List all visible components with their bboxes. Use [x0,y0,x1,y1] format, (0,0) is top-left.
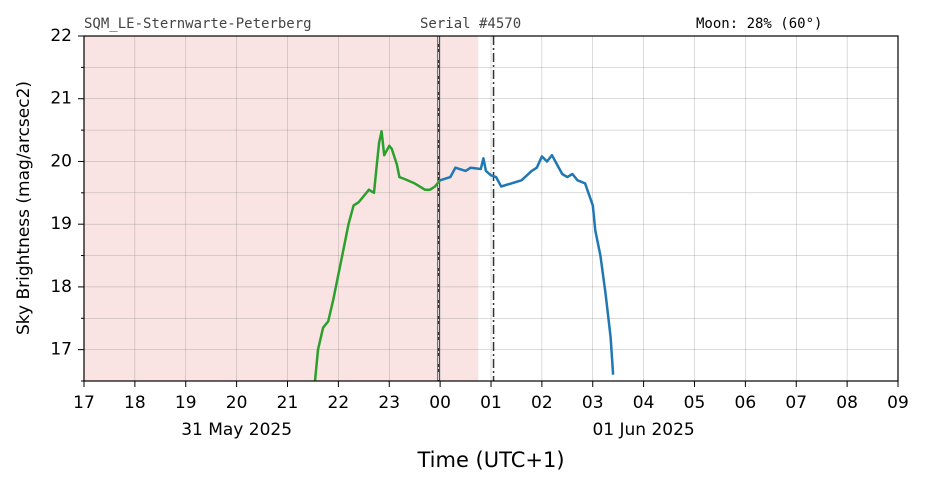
x-tick-label: 08 [836,393,858,413]
x-tick-label: 21 [277,393,299,413]
x-tick-label: 01 [480,393,502,413]
y-tick-label: 17 [50,340,72,360]
x-tick-label: 09 [887,393,909,413]
x-tick-label: 17 [73,393,95,413]
series-line [313,130,442,382]
x-tick-label: 06 [735,393,757,413]
x-tick-label: 05 [684,393,706,413]
x-tick-label: 20 [226,393,248,413]
x-tick-label: 07 [785,393,807,413]
header-left: SQM_LE-Sternwarte-Peterberg [84,16,312,32]
y-tick-label: 18 [50,277,72,297]
x-tick-label: 19 [175,393,197,413]
plot-frame [83,35,899,382]
x-tick-label: 18 [124,393,146,413]
x-tick-label: 00 [429,393,451,413]
date-label: 01 Jun 2025 [592,420,694,440]
x-tick-label: 03 [582,393,604,413]
x-tick-label: 22 [328,393,350,413]
y-tick-label: 21 [50,89,72,109]
date-label: 31 May 2025 [181,420,292,440]
y-axis-label: Sky Brightness (mag/arcsec2) [14,81,34,335]
series-line [439,153,615,375]
x-axis-label: Time (UTC+1) [416,448,564,472]
header-right: Moon: 28% (60°) [696,16,822,32]
x-tick-label: 23 [378,393,400,413]
header-center: Serial #4570 [420,16,521,32]
night-shade [84,36,479,381]
y-tick-label: 19 [50,214,72,234]
x-tick-label: 04 [633,393,655,413]
y-tick-label: 22 [50,26,72,46]
y-tick-label: 20 [50,151,72,171]
x-tick-label: 02 [531,393,553,413]
